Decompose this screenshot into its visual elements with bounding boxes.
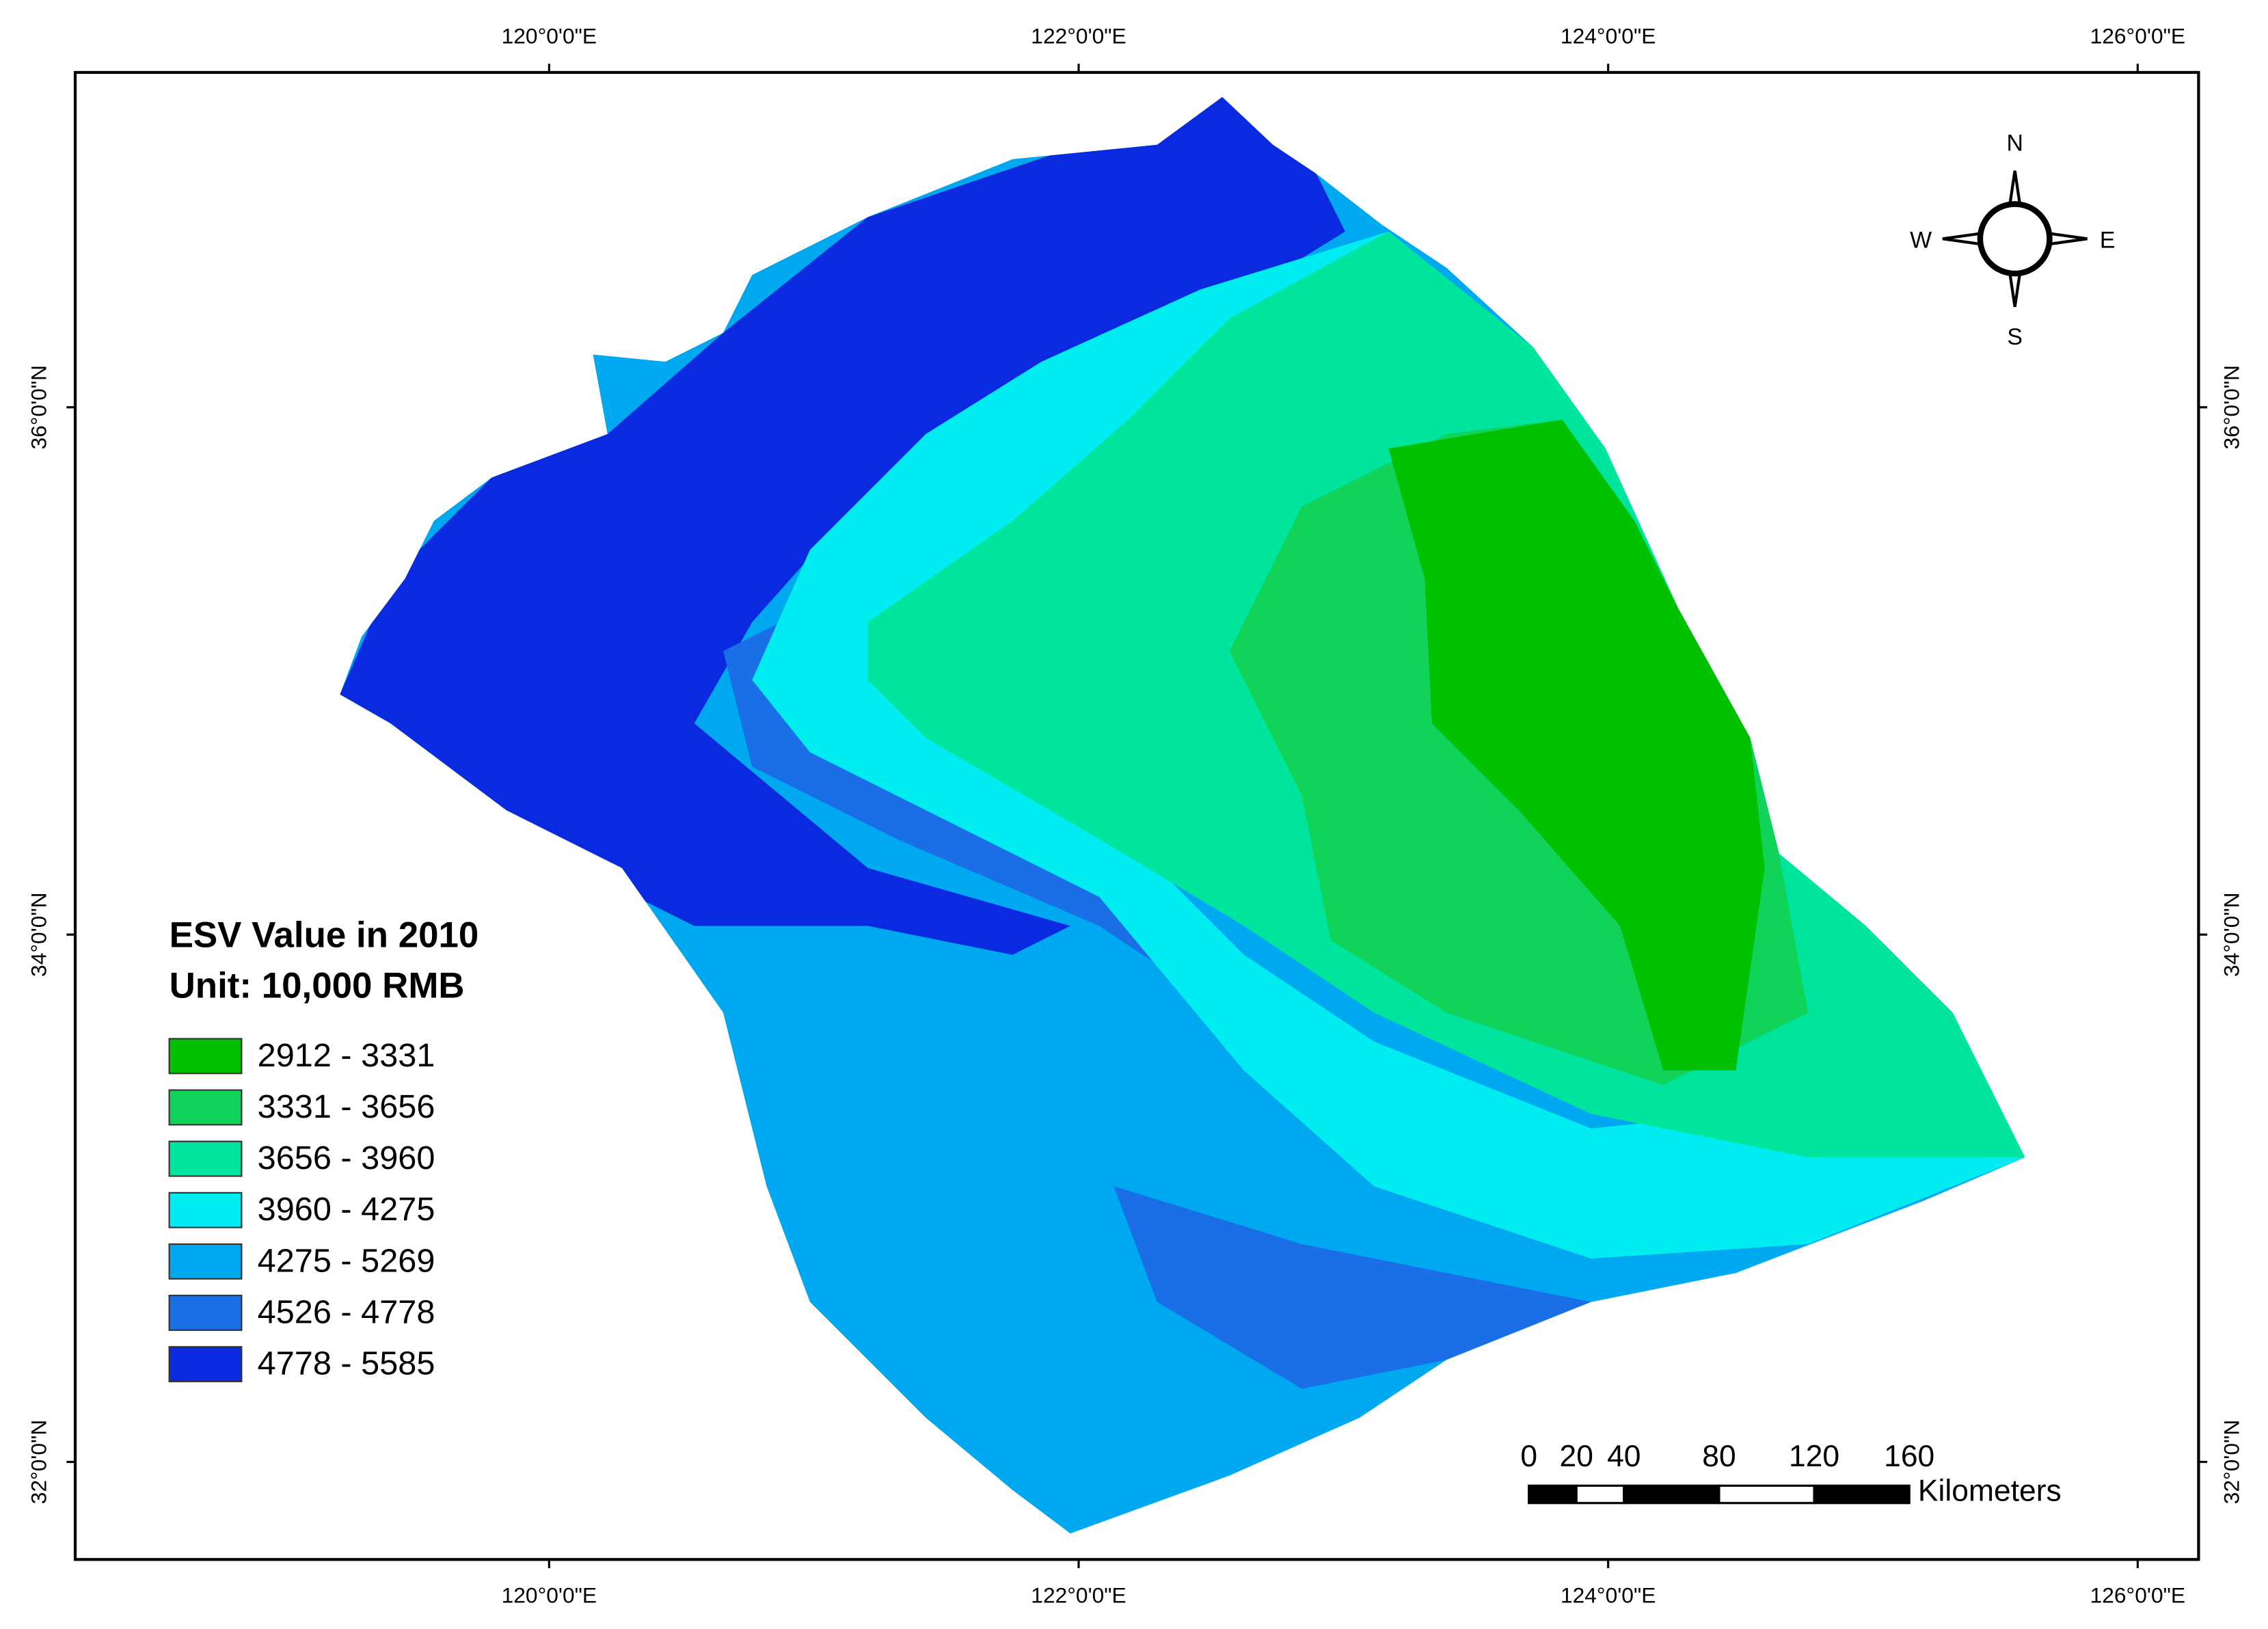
legend-swatch	[168, 1346, 243, 1383]
legend-label: 4778 - 5585	[258, 1345, 435, 1382]
zone	[340, 96, 1345, 955]
lat-label: 32°0'0"N	[2219, 1420, 2244, 1505]
lat-label: 34°0'0"N	[2219, 892, 2244, 977]
scale-label: 0	[1520, 1440, 1537, 1473]
legend-label: 2912 - 3331	[258, 1037, 435, 1074]
lon-label: 120°0'0"E	[502, 1583, 597, 1608]
scale-label: 160	[1884, 1440, 1934, 1473]
legend-label: 3656 - 3960	[258, 1140, 435, 1176]
scale-label: 20	[1560, 1440, 1593, 1473]
scale-bar-unit: Kilometers	[1918, 1475, 2062, 1508]
scale-segment	[1813, 1484, 1911, 1505]
compass-label: W	[1910, 227, 1932, 253]
legend-swatch	[168, 1295, 243, 1331]
legend-swatch	[168, 1243, 243, 1280]
legend-label: 3331 - 3656	[258, 1088, 435, 1125]
lat-label: 36°0'0"N	[27, 365, 51, 450]
legend-label: 4275 - 5269	[258, 1242, 435, 1279]
legend-swatch	[168, 1038, 243, 1075]
lat-label: 34°0'0"N	[27, 892, 51, 977]
legend-label: 3960 - 4275	[258, 1191, 435, 1228]
north-arrow: N S E W	[1910, 131, 2115, 351]
scale-segment	[1528, 1484, 1578, 1505]
zone	[1388, 419, 1765, 1071]
compass-label: N	[2006, 131, 2023, 157]
compass-label: S	[2007, 324, 2023, 350]
map-frame	[73, 70, 2200, 1561]
lon-label: 124°0'0"E	[1561, 1583, 1656, 1608]
legend-swatch	[168, 1089, 243, 1126]
legend-swatch	[168, 1192, 243, 1228]
lon-label: 122°0'0"E	[1031, 1583, 1126, 1608]
lon-label: 126°0'0"E	[2090, 1583, 2185, 1608]
lon-label: 126°0'0"E	[2090, 24, 2185, 49]
compass-label: E	[2100, 227, 2116, 253]
compass-ring	[1977, 201, 2053, 277]
legend-swatch	[168, 1140, 243, 1177]
legend-unit: Unit: 10,000 RMB	[170, 965, 465, 1006]
legend-label: 4526 - 4778	[258, 1293, 435, 1330]
scale-label: 40	[1607, 1440, 1641, 1473]
scale-segment	[1718, 1484, 1815, 1505]
scale-label: 80	[1702, 1440, 1736, 1473]
legend-title: ESV Value in 2010	[170, 915, 479, 955]
lon-label: 124°0'0"E	[1561, 24, 1656, 49]
lon-label: 122°0'0"E	[1031, 24, 1126, 49]
scale-segment	[1623, 1484, 1720, 1505]
scale-segment	[1575, 1484, 1625, 1505]
lon-label: 120°0'0"E	[502, 24, 597, 49]
zone	[1113, 1186, 1591, 1389]
lat-label: 32°0'0"N	[27, 1420, 51, 1505]
lat-label: 36°0'0"N	[2219, 365, 2244, 450]
scale-label: 120	[1789, 1440, 1839, 1473]
